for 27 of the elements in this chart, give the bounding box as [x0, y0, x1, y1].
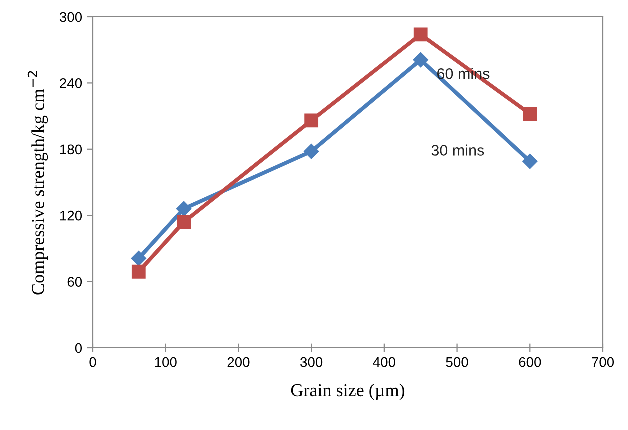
point: [132, 264, 146, 279]
x-tick-label: 600: [519, 357, 542, 368]
y-tick-label: 0: [75, 343, 82, 354]
x-tick-label: 500: [446, 357, 468, 368]
point: [176, 201, 192, 217]
y-tick-label: 180: [60, 144, 82, 155]
x-axis-title: Grain size (µm): [291, 384, 405, 400]
x-tick-label: 400: [373, 357, 396, 368]
point: [304, 114, 319, 128]
x-tick-label: 300: [300, 357, 323, 368]
y-tick-label: 120: [60, 210, 82, 221]
point: [304, 144, 320, 160]
point: [414, 28, 428, 42]
x-tick-label: 0: [90, 357, 96, 368]
point: [522, 154, 538, 170]
point: [413, 52, 428, 68]
point: [131, 251, 146, 266]
y-tick-label: 240: [60, 78, 82, 88]
y-tick-label: 60: [68, 277, 82, 287]
x-tick-label: 100: [155, 357, 177, 368]
point: [177, 215, 192, 230]
x-tick-label: 700: [592, 357, 614, 368]
x-tick-label: 200: [228, 357, 250, 368]
y-tick-label: 300: [60, 12, 82, 22]
series-label: 30 mins: [432, 144, 484, 156]
point: [523, 107, 538, 122]
y-axis-title: Compressive strength/kg cm$^{−2}$: [28, 71, 48, 295]
